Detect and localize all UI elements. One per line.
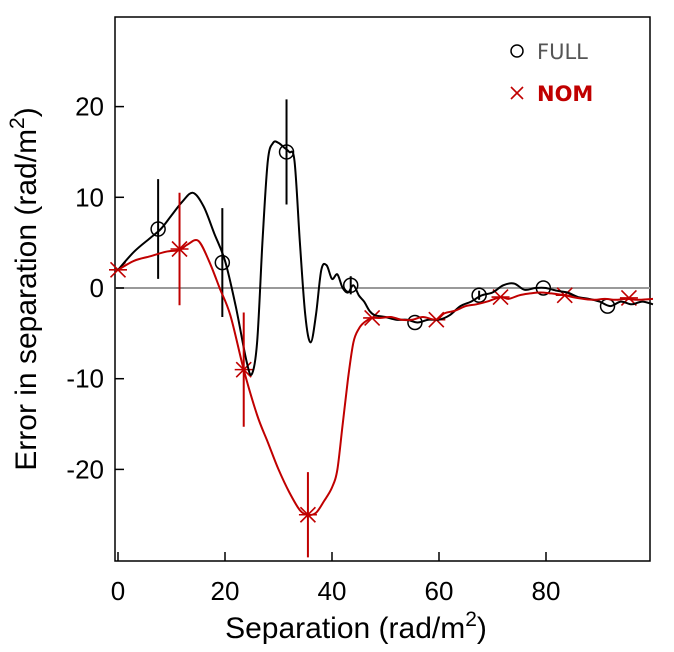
series-full-line [117, 140, 654, 376]
x-tick-label: 0 [111, 576, 125, 606]
y-tick-label: -20 [66, 454, 104, 484]
axis-ticks: 0 20 40 60 80 -20 -10 0 10 20 [66, 92, 560, 606]
legend-nom-label: NOM [537, 82, 593, 106]
marker-layer [109, 144, 638, 523]
y-axis-label: Error in separation (rad/m2) [6, 107, 43, 470]
x-axis-label: Separation (rad/m2) [225, 608, 487, 645]
series-nom-line [117, 239, 654, 516]
x-tick-label: 60 [425, 576, 454, 606]
legend-full-marker [510, 44, 524, 58]
legend-nom-marker [510, 86, 524, 100]
series-nom [117, 192, 654, 558]
series-layer [109, 99, 654, 558]
legend: FULL NOM [510, 40, 593, 106]
x-tick-label: 20 [211, 576, 240, 606]
legend-full-label: FULL [537, 40, 588, 64]
series-full [117, 99, 654, 376]
x-tick-label: 40 [318, 576, 347, 606]
y-tick-label: 20 [75, 92, 104, 122]
y-tick-label: -10 [66, 364, 104, 394]
y-tick-label: 10 [75, 182, 104, 212]
y-tick-label: 0 [90, 273, 104, 303]
x-tick-label: 80 [532, 576, 561, 606]
